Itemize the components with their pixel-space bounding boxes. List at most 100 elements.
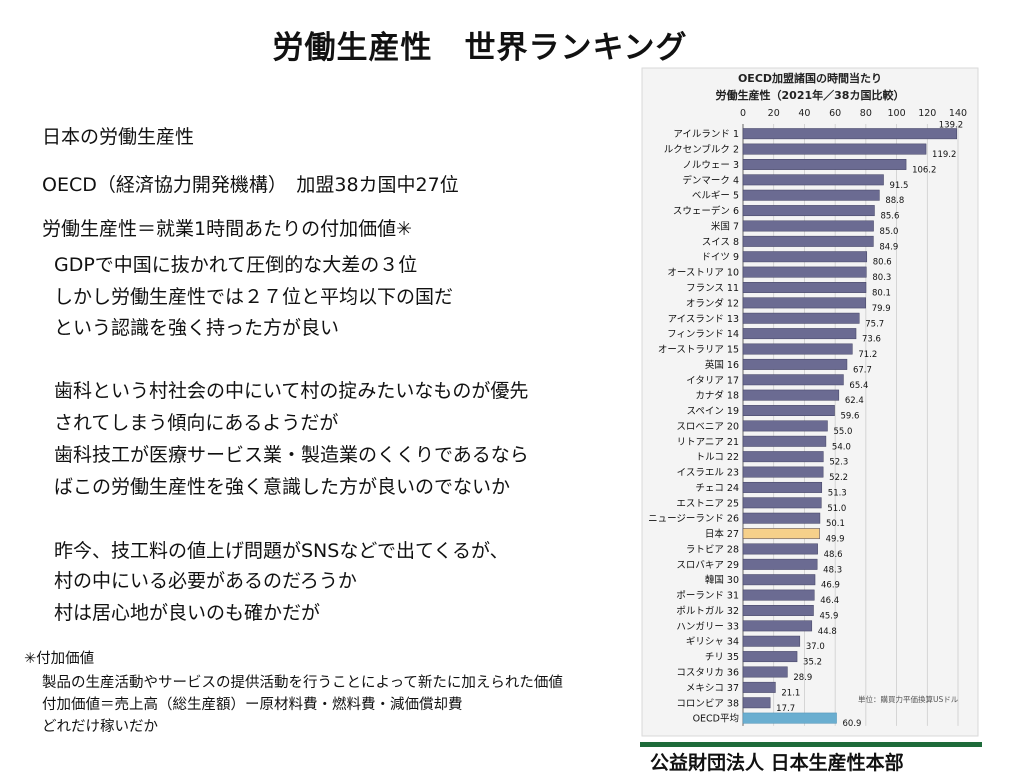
bar [742,620,813,632]
value-label: 67.7 [853,365,872,375]
bar [742,543,818,555]
category-label: オランダ 12 [686,297,739,309]
value-label: 73.6 [862,335,881,345]
bar [742,574,816,586]
body-line: GDPで中国に抜かれて圧倒的な大差の３位 [54,254,418,276]
bar [742,589,815,601]
chart-title: OECD加盟諸国の時間当たり [738,71,882,85]
value-label: 80.1 [872,288,891,298]
value-label: 28.9 [793,673,812,683]
bar [742,512,821,524]
x-tick-label: 80 [860,108,872,119]
source-org: 公益財団法人 日本生産性本部 [650,752,904,774]
category-label: リトアニア 21 [677,437,739,448]
value-label: 51.0 [827,504,846,514]
category-label: トルコ 22 [696,452,739,463]
value-label: 17.7 [776,704,795,714]
bar [742,343,853,355]
x-tick-label: 40 [798,108,810,119]
bar [742,466,824,478]
category-label: ルクセンブルク 2 [664,144,739,156]
bar [742,189,880,201]
bar [742,651,798,663]
bar [742,451,824,463]
bar [742,128,958,140]
value-label: 84.9 [879,242,898,252]
value-label: 71.2 [858,350,877,360]
bar [742,666,788,678]
value-label: 51.3 [828,488,847,498]
body-line: ばこの労働生産性を強く意識した方が良いのでないか [54,476,511,498]
body-line: OECD（経済協力開発機構） 加盟38カ国中27位 [42,174,459,196]
value-label: 46.9 [821,581,840,591]
body-line: 村の中にいる必要があるのだろうか [54,570,357,592]
category-label: 韓国 30 [705,575,739,586]
body-line: 昨今、技工料の値上げ問題がSNSなどで出てくるが、 [54,540,509,562]
bar [742,420,828,432]
body-line: 労働生産性＝就業1時間あたりの付加価値✳︎ [42,218,413,240]
category-label: チリ 35 [705,652,739,663]
value-label: 91.5 [890,181,909,191]
value-label: 119.2 [932,150,956,160]
bar [742,358,848,370]
category-label: ラトビア 28 [686,544,739,555]
category-label: ニュージーランド 26 [648,514,739,525]
value-label: 21.1 [781,688,800,698]
category-label: デンマーク 4 [682,174,739,186]
category-label: スウェーデン 6 [673,205,739,217]
value-label: 85.6 [880,212,899,222]
bar [742,635,801,647]
category-label: エストニア 25 [676,498,739,509]
value-label: 55.0 [833,427,852,437]
bar [742,389,840,401]
category-label: ギリシャ 34 [686,637,739,648]
bar [742,312,860,324]
x-tick-label: 120 [918,108,936,119]
bar [742,174,884,186]
footnote-line: どれだけ稼いだか [42,719,158,735]
bar [742,558,818,570]
value-label: 139.2 [939,121,963,131]
bar [742,251,868,263]
chart-subtitle: 労働生産性（2021年／38カ国比較） [716,88,905,102]
category-label: フランス 11 [686,283,739,294]
category-label: オーストラリア 15 [658,345,739,356]
body-line: しかし労働生産性では２７位と平均以下の国だ [54,286,454,308]
body-line: 歯科技工が医療サービス業・製造業のくくりであるなら [54,444,529,466]
value-label: 37.0 [806,642,825,652]
category-label: アイルランド 1 [673,129,739,140]
category-label: コスタリカ 36 [676,667,739,678]
category-label: チェコ 24 [695,483,739,494]
category-label: フィンランド 14 [667,329,739,340]
category-label: ポルトガル 32 [676,606,739,617]
value-label: 52.3 [829,458,848,468]
category-label: スイス 8 [702,237,739,248]
bar [742,143,927,155]
category-label: カナダ 18 [695,390,739,402]
bar [742,405,835,416]
category-label: メキシコ 37 [686,683,739,694]
bar [742,497,822,509]
body-line: という認識を強く持った方が良い [54,317,340,339]
category-label: ポーランド 31 [676,591,739,602]
value-label: 62.4 [845,396,864,406]
body-line: 歯科という村社会の中にいて村の掟みたいなものが優先 [54,380,529,402]
bar [742,282,867,293]
value-label: 79.9 [872,304,891,314]
x-tick-label: 140 [949,108,967,119]
bar [742,220,874,232]
value-label: 85.0 [880,227,899,237]
bar [742,374,844,386]
category-label: 英国 16 [705,359,739,371]
bar [742,297,866,309]
bar [742,528,820,540]
x-tick-label: 20 [768,108,780,119]
value-label: 59.6 [841,412,860,422]
value-label: 80.3 [872,273,891,283]
category-label: OECD平均 [693,713,739,725]
bar [742,328,857,340]
productivity-figure: OECD加盟諸国の時間当たり 労働生産性（2021年／38カ国比較） 0 20 40 60… [640,66,982,774]
category-label: アイスランド 13 [668,314,739,325]
value-label: 48.3 [823,565,842,575]
